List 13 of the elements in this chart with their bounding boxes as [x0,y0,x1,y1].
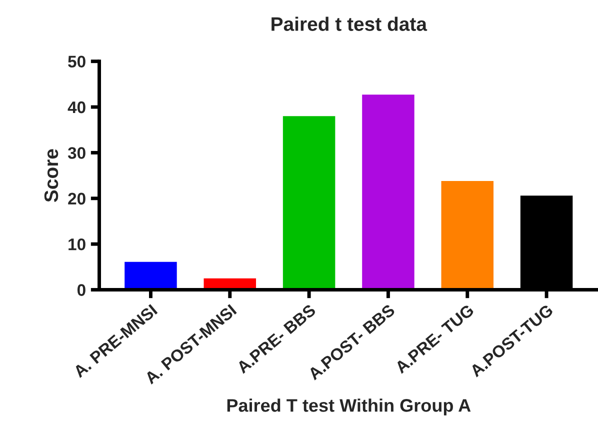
y-tick-label: 30 [68,147,86,159]
chart-title: Paired t test data [272,16,428,31]
y-tick-label: 50 [68,56,86,68]
y-tick-label: 0 [77,284,86,296]
bar [282,116,336,290]
y-tick-label: 20 [68,192,86,205]
y-axis-title: Score [44,149,58,202]
bar [362,94,414,290]
bar [124,262,177,290]
y-tick-label: 40 [68,101,86,114]
x-axis-title: Paired T test Within Group A [227,398,471,416]
bar [441,181,494,290]
y-tick-label: 10 [68,238,86,250]
